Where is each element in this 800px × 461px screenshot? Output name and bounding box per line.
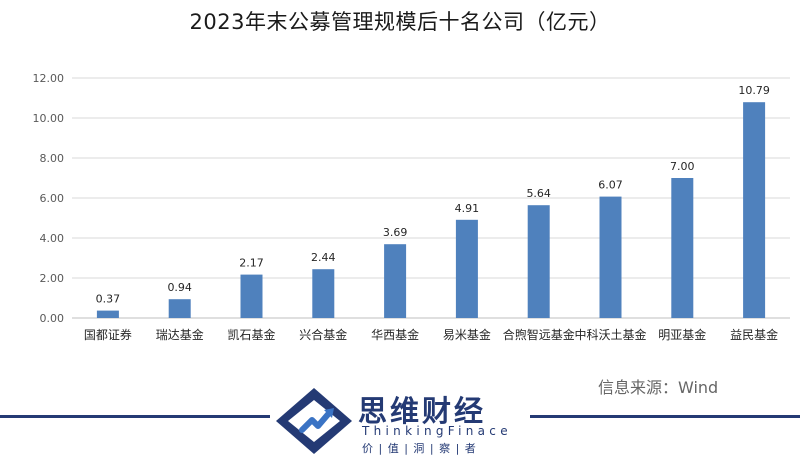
y-tick-label: 8.00: [40, 152, 65, 165]
data-label: 10.79: [738, 84, 770, 97]
bar: [599, 196, 622, 318]
brand-name: 思维财经: [358, 394, 487, 428]
data-label: 4.91: [455, 202, 480, 215]
y-tick-label: 6.00: [40, 192, 65, 205]
data-label: 3.69: [383, 226, 408, 239]
bar: [671, 178, 694, 318]
x-tick-label: 明亚基金: [658, 327, 706, 342]
y-tick-label: 2.00: [40, 272, 65, 285]
data-label: 6.07: [598, 179, 623, 192]
x-tick-label: 兴合基金: [299, 327, 347, 342]
data-label: 0.37: [96, 293, 121, 306]
brand-english-name: ThinkingFinace: [362, 424, 512, 438]
labels: 0.00 2.00 4.00 6.00 8.00 10.00 12.00 0.37 国都证券 0.…: [33, 72, 779, 342]
chart-title: 2023年末公募管理规模后十名公司（亿元）: [189, 10, 611, 34]
y-tick-label: 4.00: [40, 232, 65, 245]
bar: [455, 219, 478, 318]
gridlines: [72, 77, 790, 319]
bar: [96, 310, 119, 318]
x-tick-label: 益民基金: [730, 327, 778, 342]
x-tick-label: 易米基金: [443, 327, 491, 342]
x-tick-label: 凯石基金: [227, 327, 275, 342]
logo-mark-icon: [276, 388, 352, 454]
data-label: 0.94: [167, 281, 192, 294]
x-tick-label: 国都证券: [84, 327, 132, 342]
data-label: 5.64: [526, 187, 551, 200]
bar: [168, 299, 191, 318]
data-label: 7.00: [670, 160, 695, 173]
bar: [743, 102, 766, 318]
brand-logo: 思维财经 ThinkingFinace 价 | 值 | 洞 | 察 | 者: [270, 386, 530, 458]
bar: [312, 269, 335, 318]
bar: [527, 205, 550, 318]
data-label: 2.44: [311, 251, 336, 264]
bar: [240, 274, 263, 318]
y-tick-label: 0.00: [40, 312, 65, 325]
y-tick-label: 12.00: [33, 72, 65, 85]
x-tick-label: 瑞达基金: [156, 327, 204, 342]
x-tick-label: 中科沃土基金: [574, 327, 646, 342]
brand-slogan: 价 | 值 | 洞 | 察 | 者: [362, 442, 477, 455]
bars: [96, 102, 766, 318]
y-tick-label: 10.00: [33, 112, 65, 125]
x-tick-label: 合煦智远基金: [503, 327, 575, 342]
bar: [384, 244, 407, 318]
x-tick-label: 华西基金: [371, 327, 419, 342]
source-note: 信息来源：Wind: [598, 378, 719, 397]
data-label: 2.17: [239, 257, 264, 270]
